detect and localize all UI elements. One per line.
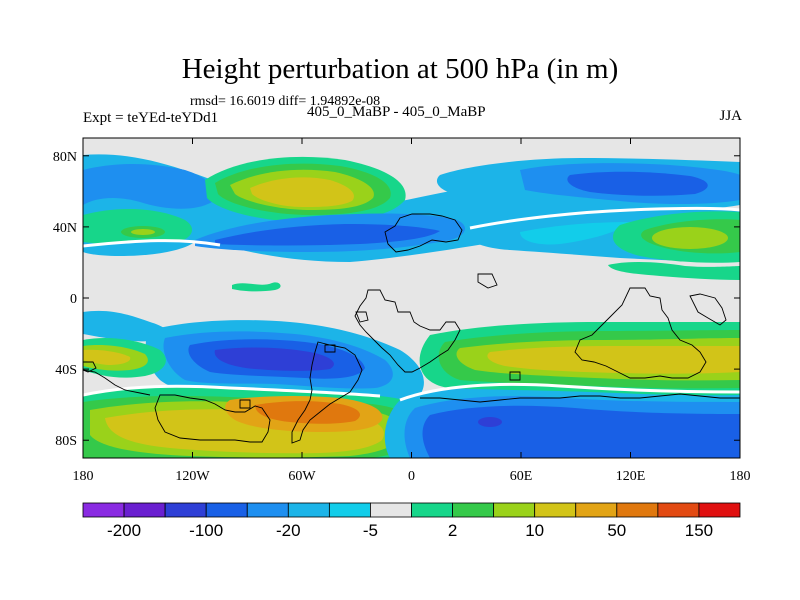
contour-field [83, 138, 740, 458]
chart-title: Height perturbation at 500 hPa (in m) [181, 53, 619, 85]
colorbar-label: 10 [525, 521, 544, 540]
colorbar-swatch [246, 502, 289, 518]
colorbar-swatch [328, 502, 371, 518]
chart-subtitle-stats: rmsd= 16.6019 diff= 1.94892e-08 [190, 94, 381, 109]
coast-australia [574, 287, 707, 379]
coast-africa [354, 289, 461, 373]
contour-darkblue-low-south-east [422, 405, 740, 458]
colorbar-label: -200 [107, 521, 141, 540]
y-tick-label: 80N [53, 150, 77, 165]
colorbar-label: 2 [448, 521, 457, 540]
season-label: JJA [719, 108, 742, 124]
contour-cyan-pacific [83, 241, 195, 256]
contour-white-line-1 [83, 239, 221, 248]
coast-europe [384, 213, 463, 253]
contour-darkblue-ne [567, 171, 708, 196]
contour-green-equator-left [232, 282, 281, 292]
colorbar-swatch [287, 502, 330, 518]
contour-deepblue-low-south [214, 347, 334, 371]
y-tick-label: 40S [55, 363, 77, 378]
contour-yellow-40n-left [131, 229, 155, 235]
contour-blue-nw [83, 164, 215, 209]
contour-deepblue-spot-south-east [478, 417, 502, 427]
colorbar-swatch [205, 502, 248, 518]
coast-island-4 [239, 399, 251, 409]
coast-island-1 [355, 311, 369, 323]
colorbar-swatch [534, 502, 577, 518]
y-tick-label: 40N [53, 221, 77, 236]
coast-island-5 [509, 371, 521, 381]
colorbar-swatch [370, 502, 412, 518]
colorbar: -200 -100 -20 -5 2 10 50 150 [82, 502, 741, 540]
center-label: 405_0_MaBP - 405_0_MaBP [307, 104, 486, 120]
colorbar-swatch [411, 502, 453, 518]
x-tick-label: 0 [408, 469, 415, 484]
colorbar-label: -100 [189, 521, 223, 540]
colorbar-swatch [82, 502, 125, 518]
x-tick-label: 60E [510, 469, 533, 484]
colorbar-label: 150 [685, 521, 713, 540]
coast-antarctic-west [154, 394, 271, 443]
contour-white-line-2 [469, 207, 740, 230]
colorbar-label: 50 [607, 521, 626, 540]
colorbar-swatch [123, 502, 166, 518]
x-tick-label: 180 [730, 469, 751, 484]
x-tick-label: 60W [288, 469, 316, 484]
coast-island-3 [83, 361, 97, 373]
y-tick-label: 80S [55, 434, 77, 449]
y-tick-label: 0 [70, 292, 77, 307]
colorbar-swatch [452, 502, 495, 518]
contour-white-line-3 [83, 384, 381, 398]
contour-darkorange-high-south-left [255, 401, 360, 424]
contour-yellow-high-60w [250, 177, 354, 207]
contour-white-line-4 [399, 382, 740, 402]
colorbar-swatch [698, 502, 741, 518]
x-tick-label: 180 [73, 469, 94, 484]
x-axis: 180 120W 60W 0 60E 120E 180 [73, 138, 751, 484]
colorbar-swatch [493, 502, 536, 518]
coastlines [83, 213, 740, 444]
experiment-label: Expt = teYEd-teYDd1 [83, 110, 219, 126]
contour-lightcyan-40n-east [520, 222, 630, 245]
coast-antarctic-east [420, 393, 740, 403]
coast-south-america [291, 341, 363, 444]
contour-green-equator-right [608, 262, 740, 280]
coast-arabia [477, 273, 498, 289]
contour-darkblue-low-40n [215, 224, 440, 246]
colorbar-swatch [616, 502, 659, 518]
colorbar-swatch [575, 502, 618, 518]
colorbar-label: -20 [276, 521, 301, 540]
contour-yellowgreen-high-east [652, 227, 728, 249]
contour-yellow-40s-left [83, 349, 131, 365]
contour-cyan-20s-left [83, 310, 169, 342]
y-axis: 80N 40N 0 40S 80S [53, 150, 740, 449]
x-tick-label: 120W [175, 469, 210, 484]
coast-new-zealand [689, 293, 727, 326]
contour-yellow-high-south-east [487, 346, 740, 374]
colorbar-swatch [164, 502, 207, 518]
coast-island-2 [324, 344, 336, 353]
x-tick-label: 120E [616, 469, 646, 484]
coast-antarctic-pacific [83, 369, 151, 396]
colorbar-label: -5 [363, 521, 378, 540]
colorbar-swatch [657, 502, 700, 518]
